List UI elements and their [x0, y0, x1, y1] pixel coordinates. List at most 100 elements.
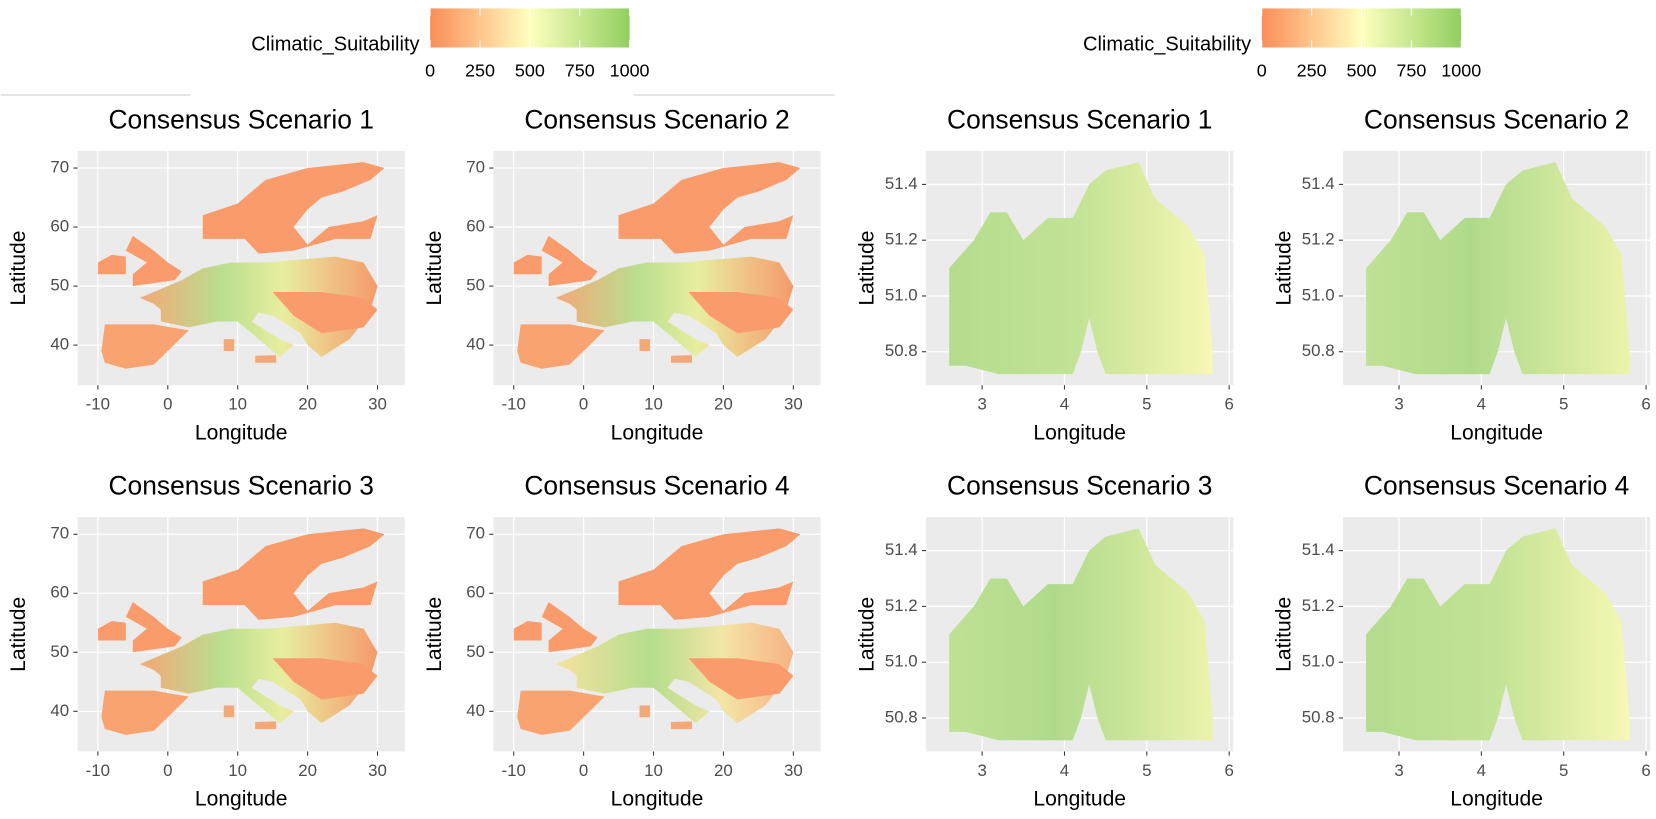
y-axis-label: Latitude: [7, 231, 30, 306]
legend-tick-label: 1000: [610, 61, 650, 81]
x-tick-label: 4: [1477, 395, 1486, 414]
map-region: [639, 705, 651, 718]
map-region: [202, 162, 385, 254]
y-tick-label: 51.2: [1302, 230, 1335, 249]
map-region: [541, 235, 598, 287]
legend-tick-label: 250: [465, 61, 495, 81]
y-tick-label: 50: [466, 642, 485, 661]
x-tick-label: 0: [579, 395, 588, 414]
map-region: [671, 721, 692, 730]
legend-tick-label: 1000: [1441, 61, 1481, 81]
map-region: [671, 355, 692, 363]
y-tick-label: 50: [50, 276, 69, 295]
x-tick-label: 6: [1641, 395, 1650, 414]
x-tick-label: 3: [977, 395, 986, 414]
map-region: [125, 602, 182, 653]
x-tick-label: 4: [1060, 761, 1069, 780]
y-tick-label: 40: [466, 701, 485, 720]
map-region: [949, 162, 1213, 375]
map-region: [1366, 528, 1630, 741]
y-tick-label: 51.4: [1302, 174, 1335, 193]
map-region: [125, 235, 182, 287]
map-region: [139, 256, 378, 357]
y-tick-label: 50.8: [1302, 707, 1335, 726]
x-axis-label: Longitude: [195, 421, 288, 444]
map-region: [517, 690, 605, 735]
map-region: [255, 721, 277, 730]
map-layer: [1366, 162, 1630, 375]
map-region: [618, 528, 801, 620]
y-axis-label: Latitude: [423, 597, 446, 672]
map-region: [517, 324, 605, 369]
y-tick-label: 70: [50, 524, 69, 543]
y-axis-label: Latitude: [856, 597, 879, 672]
y-tick-label: 51.4: [1302, 540, 1335, 559]
x-tick-label: 5: [1559, 395, 1568, 414]
x-tick-label: 30: [368, 761, 387, 780]
map-layer: [949, 528, 1213, 741]
x-tick-label: 3: [1394, 395, 1403, 414]
y-tick-label: 60: [466, 217, 485, 236]
y-tick-label: 51.2: [1302, 596, 1335, 615]
panel-title: Consensus Scenario 1: [947, 104, 1212, 134]
map-region: [272, 658, 378, 700]
x-tick-label: 5: [1142, 761, 1151, 780]
map-region: [97, 254, 126, 275]
map-region: [1366, 162, 1630, 375]
panel-title: Consensus Scenario 4: [524, 471, 789, 501]
y-tick-label: 51.0: [885, 285, 918, 304]
y-tick-label: 50.8: [885, 707, 918, 726]
panel-title: Consensus Scenario 2: [524, 104, 789, 134]
x-tick-label: 4: [1060, 395, 1069, 414]
panel-title: Consensus Scenario 2: [1364, 104, 1629, 134]
y-tick-label: 70: [50, 157, 69, 176]
y-tick-label: 40: [466, 335, 485, 354]
legend-tick-label: 750: [565, 61, 595, 81]
map-region: [513, 621, 542, 641]
map-region: [639, 339, 651, 351]
x-tick-label: 5: [1559, 761, 1568, 780]
map-region: [949, 528, 1213, 741]
y-axis-label: Latitude: [1273, 231, 1296, 306]
x-tick-label: 10: [644, 761, 663, 780]
map-region: [555, 256, 794, 357]
y-axis-label: Latitude: [1273, 597, 1296, 672]
x-tick-label: -10: [86, 395, 110, 414]
x-tick-label: 3: [977, 761, 986, 780]
legend-title: Climatic_Suitability: [251, 34, 419, 56]
x-tick-label: 10: [644, 395, 663, 414]
map-region: [272, 291, 378, 334]
legend-tick-label: 500: [1347, 61, 1377, 81]
map-layer: [513, 528, 801, 735]
map-region: [223, 339, 235, 351]
x-tick-label: 10: [228, 761, 247, 780]
map-layer: [949, 162, 1213, 375]
x-axis-label: Longitude: [1450, 788, 1543, 811]
y-axis-label: Latitude: [856, 231, 879, 306]
map-region: [139, 622, 378, 724]
x-tick-label: 20: [298, 761, 317, 780]
y-tick-label: 51.0: [1302, 652, 1335, 671]
x-axis-label: Longitude: [611, 421, 704, 444]
legend-tick-label: 500: [515, 61, 545, 81]
map-region: [688, 291, 794, 334]
y-tick-label: 50: [466, 276, 485, 295]
y-tick-label: 50: [50, 642, 69, 661]
x-tick-label: 0: [579, 761, 588, 780]
map-region: [97, 621, 126, 641]
x-tick-label: 3: [1394, 761, 1403, 780]
x-tick-label: 4: [1477, 761, 1486, 780]
map-region: [223, 705, 235, 718]
x-tick-label: -10: [502, 761, 526, 780]
map-layer: [97, 528, 385, 735]
x-tick-label: 20: [714, 395, 733, 414]
panel-title: Consensus Scenario 3: [109, 471, 374, 501]
x-axis-label: Longitude: [1033, 788, 1126, 811]
map-region: [101, 690, 189, 735]
y-tick-label: 70: [466, 524, 485, 543]
legend-tick-label: 250: [1297, 61, 1327, 81]
map-region: [541, 602, 598, 653]
x-tick-label: 30: [368, 395, 387, 414]
panel-title: Consensus Scenario 3: [947, 471, 1212, 501]
map-region: [513, 254, 542, 275]
